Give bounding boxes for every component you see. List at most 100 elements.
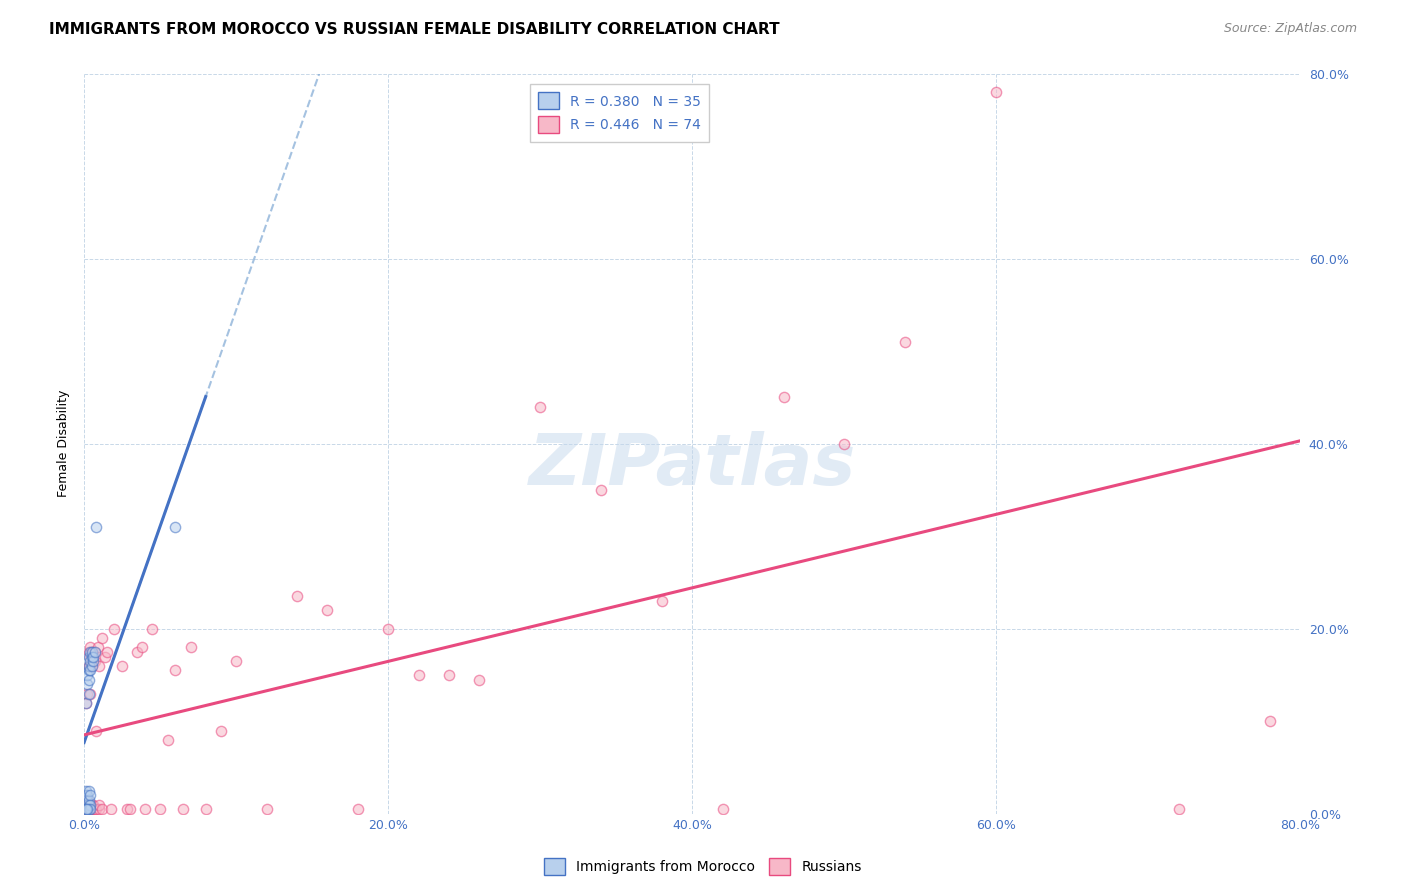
Point [84, 520, 107, 534]
Point [103, 622, 125, 636]
Point [346, 802, 368, 816]
Point [589, 483, 612, 497]
Point [77, 802, 100, 816]
Point [115, 802, 138, 816]
Point [100, 802, 122, 816]
Point [75, 789, 97, 803]
Point [79, 645, 101, 659]
Point [76, 677, 98, 691]
Point [77, 658, 100, 673]
Point [285, 590, 308, 604]
Point [711, 802, 734, 816]
Text: ZIPatlas: ZIPatlas [529, 432, 856, 500]
Point [87, 640, 110, 655]
Point [79, 658, 101, 673]
Point [77, 673, 100, 687]
Point [172, 802, 194, 816]
Point [1258, 714, 1281, 729]
Point [82, 645, 104, 659]
Point [83, 654, 105, 668]
Point [76, 802, 98, 816]
Point [79, 789, 101, 803]
Point [76, 802, 98, 816]
Point [79, 802, 101, 816]
Point [83, 645, 105, 659]
Point [80, 658, 103, 673]
Legend: Immigrants from Morocco, Russians: Immigrants from Morocco, Russians [538, 853, 868, 880]
Point [76, 793, 98, 807]
Point [79, 687, 101, 701]
Point [986, 85, 1008, 99]
Legend: R = 0.380   N = 35, R = 0.446   N = 74: R = 0.380 N = 35, R = 0.446 N = 74 [530, 84, 709, 142]
Point [1167, 802, 1189, 816]
Point [156, 732, 179, 747]
Point [80, 645, 103, 659]
Point [529, 400, 551, 414]
Point [76, 789, 98, 803]
Point [225, 654, 247, 668]
Point [76, 687, 98, 701]
Point [79, 649, 101, 664]
Point [91, 802, 114, 816]
Point [80, 802, 103, 816]
Point [256, 802, 278, 816]
Point [80, 649, 103, 664]
Point [408, 668, 430, 682]
Point [75, 802, 97, 816]
Point [79, 664, 101, 678]
Point [79, 802, 101, 816]
Point [76, 797, 98, 812]
Point [96, 645, 118, 659]
Point [82, 649, 104, 664]
Point [75, 797, 97, 812]
Point [209, 723, 232, 738]
Point [377, 622, 399, 636]
Point [82, 802, 104, 816]
Point [111, 658, 134, 673]
Point [84, 723, 107, 738]
Point [149, 802, 172, 816]
Point [82, 654, 104, 668]
Text: Source: ZipAtlas.com: Source: ZipAtlas.com [1223, 22, 1357, 36]
Point [77, 802, 100, 816]
Point [77, 793, 100, 807]
Point [79, 654, 101, 668]
Point [165, 520, 187, 534]
Point [127, 645, 149, 659]
Point [80, 658, 103, 673]
Point [77, 687, 100, 701]
Point [83, 802, 105, 816]
Point [131, 640, 153, 655]
Point [834, 436, 856, 450]
Point [83, 645, 105, 659]
Point [77, 664, 100, 678]
Point [75, 802, 97, 816]
Point [80, 645, 103, 659]
Y-axis label: Female Disability: Female Disability [58, 390, 70, 498]
Point [75, 696, 97, 710]
Point [76, 668, 98, 682]
Point [94, 649, 117, 664]
Point [651, 594, 673, 608]
Point [772, 391, 794, 405]
Point [468, 673, 491, 687]
Point [89, 658, 111, 673]
Point [77, 658, 100, 673]
Point [84, 802, 107, 816]
Point [82, 797, 104, 812]
Point [89, 797, 111, 812]
Point [77, 802, 100, 816]
Point [76, 793, 98, 807]
Point [89, 802, 111, 816]
Point [77, 783, 100, 797]
Point [76, 797, 98, 812]
Point [437, 668, 460, 682]
Point [76, 802, 98, 816]
Point [179, 640, 201, 655]
Point [75, 696, 97, 710]
Point [77, 645, 100, 659]
Point [141, 622, 163, 636]
Point [80, 797, 103, 812]
Point [165, 664, 187, 678]
Point [134, 802, 156, 816]
